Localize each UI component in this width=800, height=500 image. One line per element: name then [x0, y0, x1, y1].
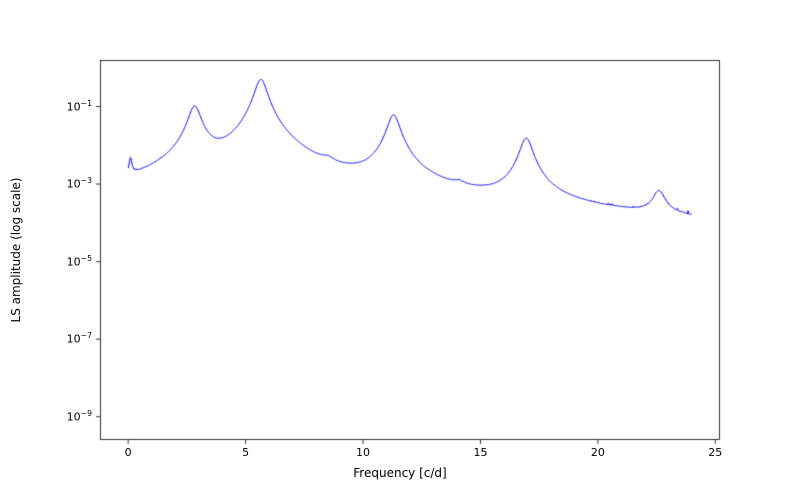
x-tick-label: 20	[586, 446, 610, 459]
x-tick-label: 10	[351, 446, 375, 459]
y-tick-label: 10−3	[67, 176, 92, 191]
y-axis-label: LS amplitude (log scale)	[9, 178, 23, 323]
y-tick-label: 10−7	[67, 331, 92, 346]
y-tick-label: 10−1	[67, 99, 92, 114]
y-tick-label: 10−9	[67, 409, 92, 424]
x-tick-label: 5	[234, 446, 258, 459]
y-tick-label: 10−5	[67, 254, 92, 269]
x-tick-label: 25	[703, 446, 727, 459]
spectrum-canvas	[0, 0, 800, 500]
chart-container: 0 5 10 15 20 25 10−9 10−7 10−5 10−3 10−1 Frequency …	[0, 0, 800, 500]
x-tick-label: 15	[468, 446, 492, 459]
x-axis-label: Frequency [c/d]	[0, 466, 800, 480]
x-tick-label: 0	[116, 446, 140, 459]
